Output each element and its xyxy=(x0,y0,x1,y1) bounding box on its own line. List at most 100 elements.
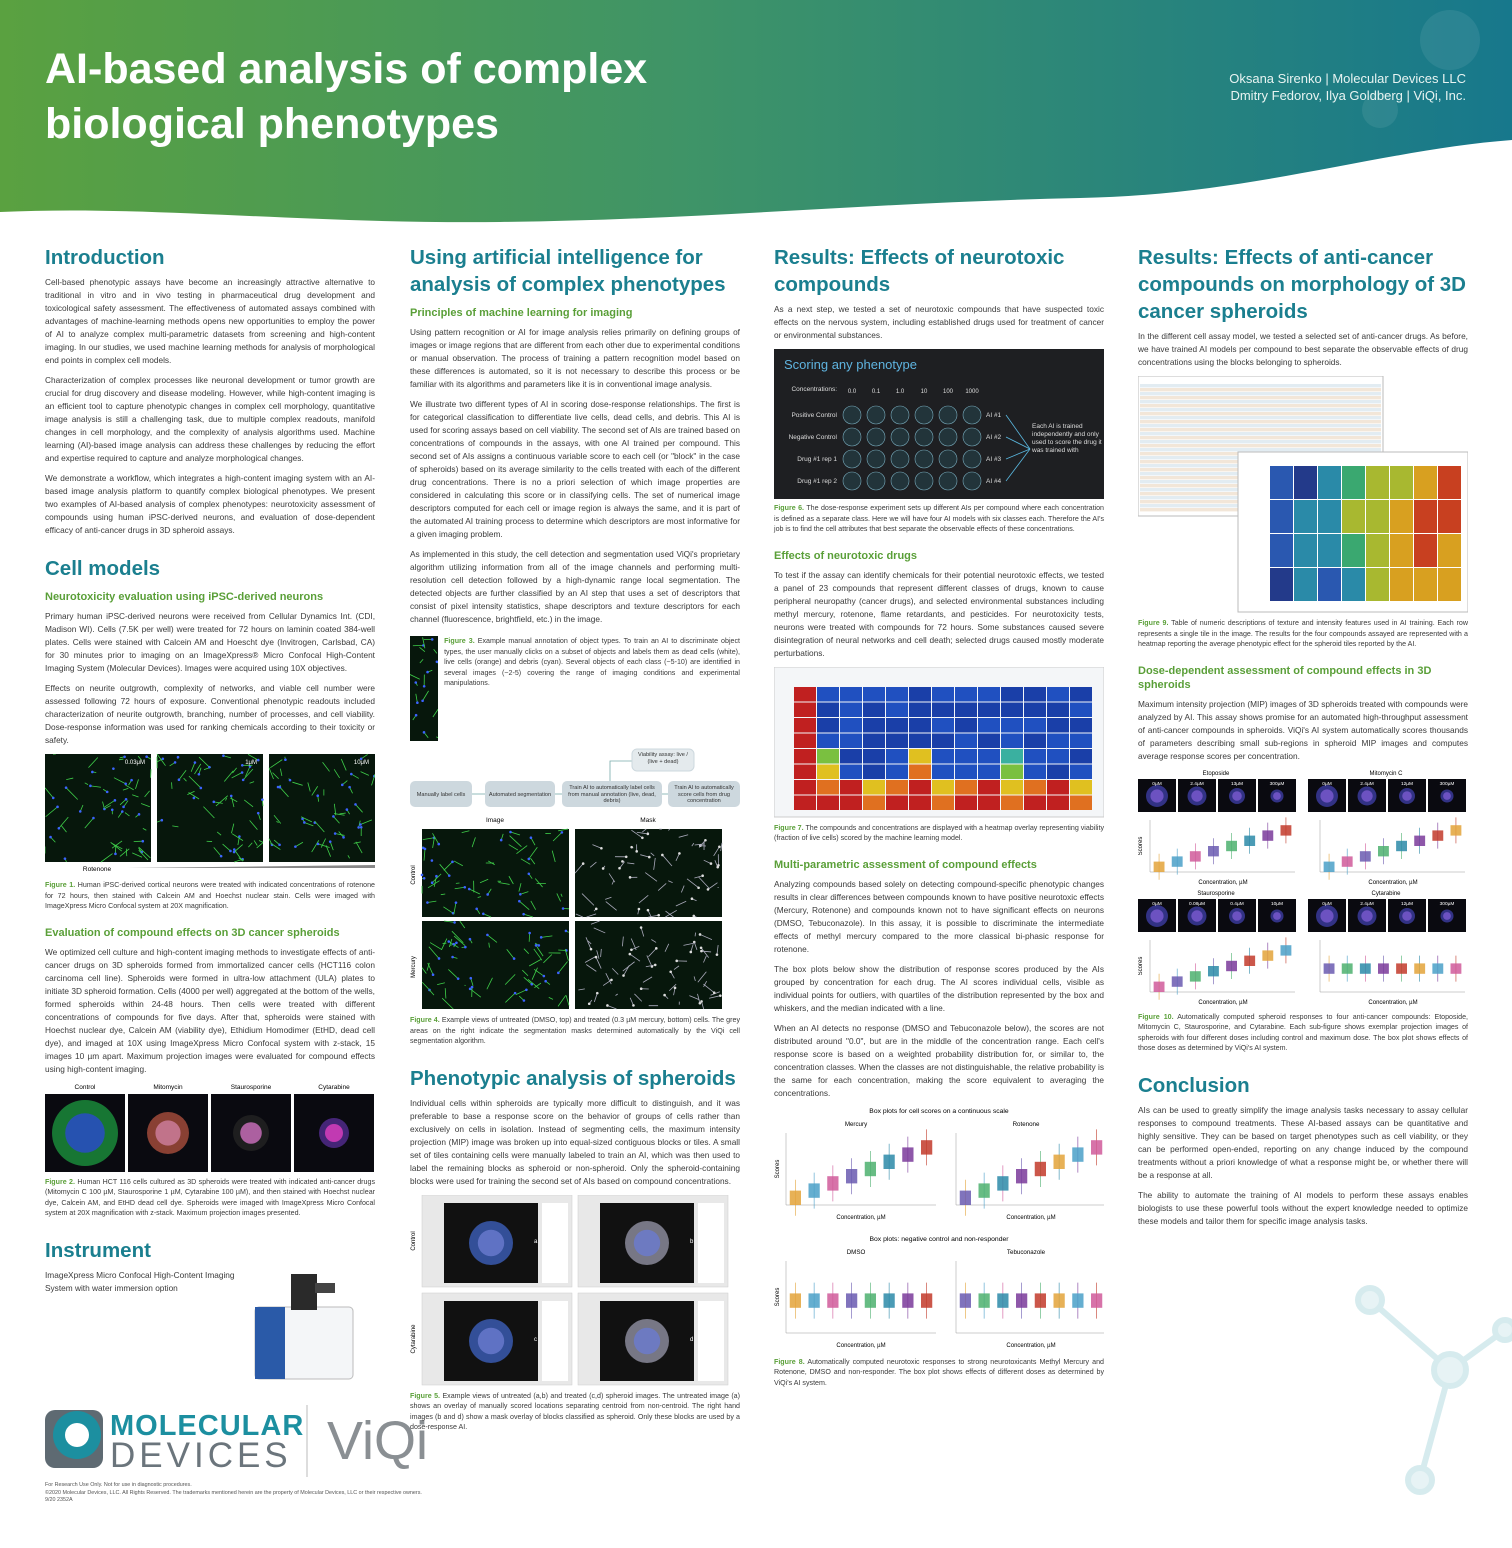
neurite xyxy=(581,893,595,906)
panel-letter: c xyxy=(534,1337,537,1343)
nucleus xyxy=(595,991,599,995)
figure-graphic: Control Mitomycin Staurosporine Cytarabine xyxy=(45,1084,374,1172)
neurite xyxy=(231,772,243,779)
neurite xyxy=(519,900,530,911)
neurite xyxy=(690,944,694,953)
neurite xyxy=(640,927,645,937)
neurite xyxy=(371,774,375,786)
section-heading: Cell models xyxy=(45,557,161,580)
neurite xyxy=(459,920,466,929)
neurite xyxy=(253,840,258,846)
table-row xyxy=(1140,424,1381,428)
neurite xyxy=(231,833,244,841)
spheroid-core xyxy=(1361,909,1373,922)
nucleus xyxy=(447,940,451,943)
box xyxy=(846,1292,858,1308)
neurite xyxy=(454,886,465,890)
column-label: 100 xyxy=(943,389,954,395)
column-label: Image xyxy=(486,817,504,824)
axis-title: Scores xyxy=(775,1159,781,1178)
nucleus xyxy=(557,971,560,975)
figure: Control Mitomycin Staurosporine Cytarabine xyxy=(45,1083,375,1173)
row-label: Concentrations: xyxy=(791,386,837,393)
heatmap-cell xyxy=(886,733,908,748)
nucleus xyxy=(261,798,264,801)
label: Train AI to automatically score cells fr… xyxy=(674,785,734,805)
nucleus xyxy=(359,757,363,761)
well xyxy=(962,449,982,469)
nucleus xyxy=(241,778,245,782)
neurite xyxy=(709,995,721,999)
neurite xyxy=(188,775,202,789)
figure xyxy=(1138,376,1468,614)
heatmap-cell xyxy=(955,702,977,717)
image-tile xyxy=(45,754,151,862)
neurite xyxy=(615,993,618,996)
neurite xyxy=(329,841,334,851)
neurite xyxy=(578,988,585,991)
subheading: Neurotoxicity evaluation using iPSC-deri… xyxy=(45,591,324,603)
figure: 0.03μM 1μM 10μM Rotenone xyxy=(45,754,375,876)
well xyxy=(842,471,862,491)
box xyxy=(1171,975,1183,987)
neurite xyxy=(360,771,370,776)
heatmap-cell xyxy=(794,764,816,779)
nucleus xyxy=(431,973,435,977)
well xyxy=(842,405,862,425)
label: Train AI to automatically label cells fr… xyxy=(568,785,656,805)
nucleus xyxy=(718,845,721,849)
neurite xyxy=(642,976,653,983)
neurite xyxy=(448,969,459,979)
neurite xyxy=(84,782,89,785)
box xyxy=(1378,962,1389,974)
heatmap-cell xyxy=(840,717,862,732)
axis-title: Scores xyxy=(775,1287,781,1306)
nucleus xyxy=(350,772,353,776)
neurite xyxy=(270,759,283,769)
table-row xyxy=(1140,420,1381,424)
box xyxy=(959,1292,971,1308)
neurite xyxy=(90,785,101,788)
neurite xyxy=(665,910,674,918)
spheroid-core xyxy=(1443,911,1451,920)
heatmap-cell xyxy=(1024,733,1046,748)
nucleus xyxy=(628,876,632,879)
neurite xyxy=(587,940,592,945)
nucleus xyxy=(105,790,109,794)
neurite xyxy=(453,935,466,946)
nucleus xyxy=(635,850,638,853)
neurite xyxy=(198,756,210,768)
heatmap-cell xyxy=(1024,748,1046,763)
box xyxy=(827,1292,839,1308)
nucleus xyxy=(700,1000,703,1003)
heatmap-cell xyxy=(886,764,908,779)
heatmap-cell xyxy=(1070,795,1092,810)
neurite xyxy=(593,993,598,1003)
figure-caption: Figure 8. Automatically computed neuroto… xyxy=(774,1357,1104,1389)
subheading: Evaluation of compound effects on 3D can… xyxy=(45,926,340,939)
figure-graphic: 0.03μM 1μM 10μM Rotenone xyxy=(45,754,375,873)
well xyxy=(938,449,958,469)
neurite xyxy=(584,956,597,963)
nucleus xyxy=(706,888,710,891)
nucleus xyxy=(542,974,546,978)
table-row xyxy=(1140,416,1381,420)
nucleus xyxy=(692,914,696,918)
box xyxy=(997,1292,1009,1308)
neurite xyxy=(311,786,319,796)
neurite xyxy=(444,988,447,999)
well xyxy=(962,471,982,491)
heatmap-cell xyxy=(955,717,977,732)
spheroid-core xyxy=(1320,788,1334,803)
neurite xyxy=(443,861,453,871)
box xyxy=(1072,1292,1084,1308)
box xyxy=(1016,1292,1028,1308)
neurite xyxy=(642,828,647,833)
neurite xyxy=(558,961,568,974)
neurite xyxy=(428,946,440,959)
axis-title: Scores xyxy=(1138,956,1144,975)
caption-text: The dose-response experiment sets up dif… xyxy=(774,504,1105,533)
group-label: Cytarabine xyxy=(1371,891,1401,897)
heatmap-cell xyxy=(955,748,977,763)
heatmap-cell xyxy=(1270,500,1293,533)
